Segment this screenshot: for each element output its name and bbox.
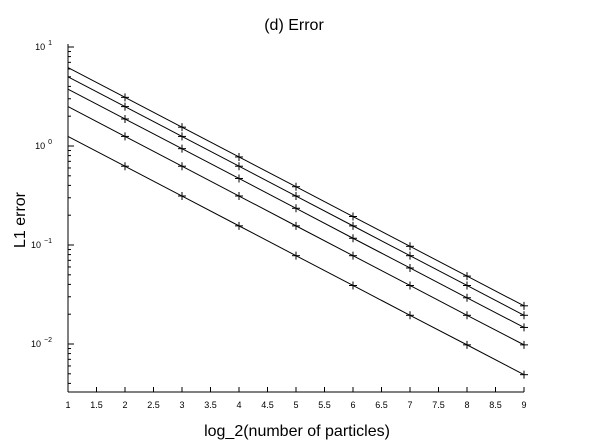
x-tick-label: 6: [350, 400, 355, 410]
x-tick-label: 1: [65, 400, 70, 410]
y-axis-title: L1 error: [12, 191, 29, 248]
x-tick-label: 1.5: [90, 400, 103, 410]
y-tick-label: 10 −2: [31, 337, 52, 349]
x-tick-label: 9: [521, 400, 526, 410]
x-tick-label: 8.5: [489, 400, 502, 410]
x-tick-label: 3.5: [204, 400, 217, 410]
x-tick-label: 8: [464, 400, 469, 410]
x-tick-label: 5.5: [318, 400, 331, 410]
x-axis-title: log_2(number of particles): [204, 423, 390, 440]
plot-area: 1 1.5 2 2.5 3 3.5 4 4.5 5 5.5 6 6.5 7 7.5 8 8.5 9 10 1 10 0 1…: [31, 40, 528, 410]
chart-title: (d) Error: [264, 17, 324, 34]
x-tick-label: 7: [407, 400, 412, 410]
x-tick-label: 2.5: [147, 400, 160, 410]
x-tick-label: 3: [179, 400, 184, 410]
y-tick-label: 10 1: [35, 40, 52, 52]
x-tick-label: 2: [122, 400, 127, 410]
y-tick-label: 10 −1: [31, 238, 52, 250]
x-tick-label: 7.5: [432, 400, 445, 410]
x-tick-label: 4.5: [261, 400, 274, 410]
x-tick-label: 6.5: [375, 400, 388, 410]
x-tick-label: 5: [293, 400, 298, 410]
y-tick-label: 10 0: [35, 139, 52, 151]
x-tick-label: 4: [236, 400, 241, 410]
